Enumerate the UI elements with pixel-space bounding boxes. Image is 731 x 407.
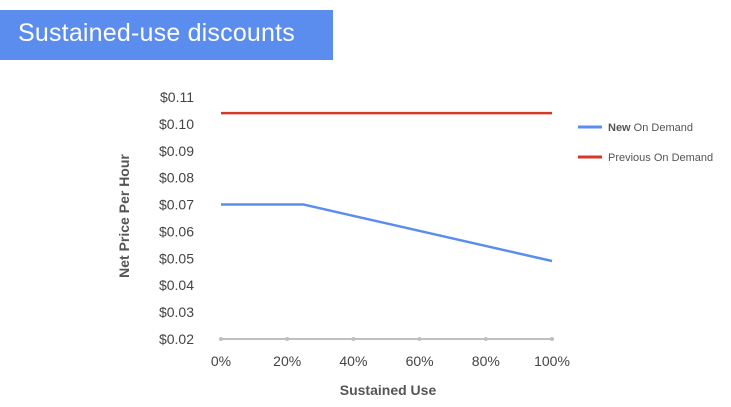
x-axis-tick-marker — [351, 337, 356, 341]
x-tick-label: 40% — [339, 353, 367, 369]
y-tick-label: $0.03 — [159, 304, 194, 320]
y-tick-label: $0.09 — [159, 143, 194, 159]
x-axis-tick-marker — [483, 337, 488, 341]
series-line-new-on-demand — [221, 203, 553, 263]
y-tick-label: $0.04 — [159, 277, 194, 293]
x-tick-label: 0% — [211, 353, 231, 369]
y-axis-title: Net Price Per Hour — [116, 154, 132, 278]
y-tick-label: $0.05 — [159, 250, 194, 266]
x-axis-tick-marker — [417, 337, 422, 341]
x-axis-tick-marker — [285, 337, 290, 341]
y-tick-label: $0.02 — [159, 331, 194, 347]
series-lines — [221, 111, 553, 263]
y-tick-label: $0.08 — [159, 170, 194, 186]
legend: New On Demand Previous On Demand — [578, 122, 713, 164]
y-axis-ticks: $0.02 $0.03 $0.04 $0.05 $0.06 $0.07 $0.08 $0.09… — [159, 89, 194, 347]
x-tick-label: 20% — [273, 353, 301, 369]
x-tick-label: 100% — [534, 353, 570, 369]
legend-label-new-on-demand: New On Demand — [608, 122, 693, 134]
y-tick-label: $0.11 — [160, 89, 194, 105]
y-tick-label: $0.06 — [159, 223, 194, 239]
legend-label-new-bold: New — [608, 122, 631, 134]
legend-label-new-rest: On Demand — [631, 122, 693, 134]
x-axis-title: Sustained Use — [340, 382, 437, 398]
x-axis-tick-marker — [550, 337, 554, 341]
chart-title: Sustained-use discounts — [18, 19, 295, 47]
y-tick-label: $0.10 — [159, 116, 194, 132]
title-banner: Sustained-use discounts — [0, 10, 333, 60]
x-axis-tick-marker — [219, 337, 223, 341]
x-axis-ticks: 0% 20% 40% 60% 80% 100% — [211, 353, 570, 369]
x-tick-label: 80% — [472, 353, 500, 369]
x-tick-label: 60% — [406, 353, 434, 369]
y-tick-label: $0.07 — [159, 197, 194, 213]
x-axis-baseline — [219, 337, 554, 341]
legend-label-previous-on-demand: Previous On Demand — [608, 152, 713, 164]
